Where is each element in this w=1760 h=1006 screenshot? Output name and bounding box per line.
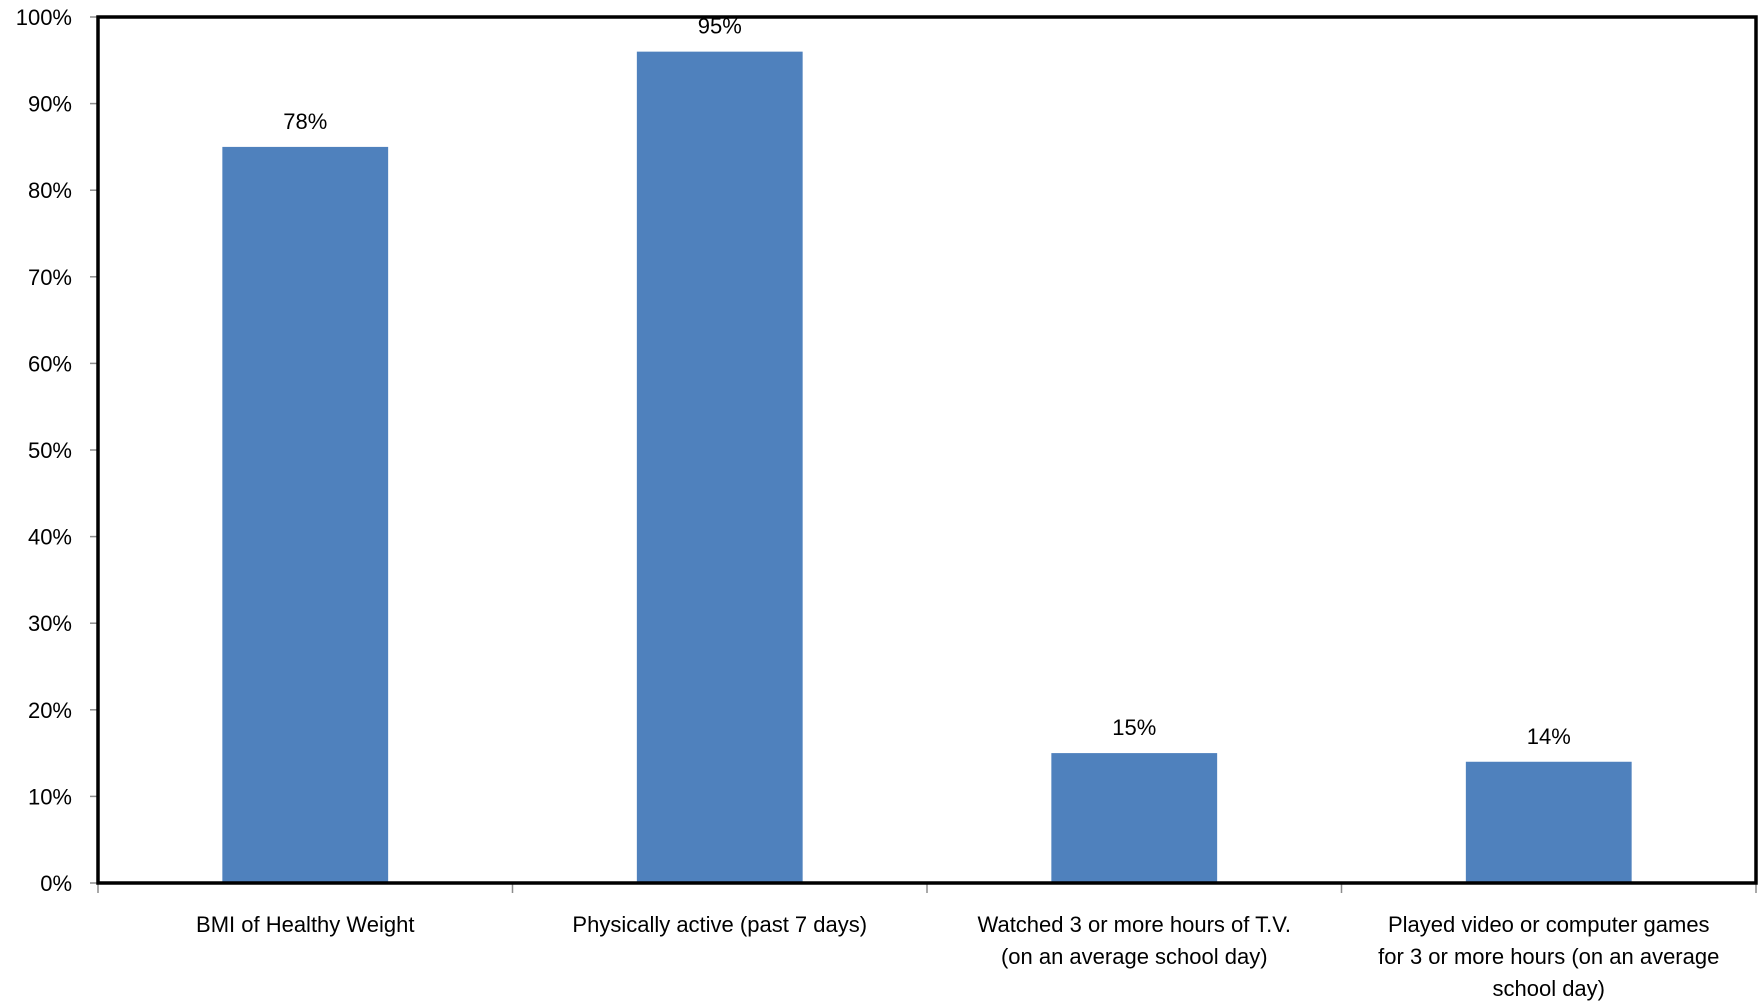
bars (222, 51, 1632, 883)
bar-value-label: 78% (283, 109, 327, 134)
x-category-label-line: school day) (1492, 976, 1605, 1001)
bar (636, 51, 803, 883)
x-category-label-line: BMI of Healthy Weight (196, 912, 414, 937)
x-category-label: BMI of Healthy Weight (196, 912, 414, 937)
y-tick-label: 20% (28, 698, 72, 723)
plot-frame (96, 15, 1758, 885)
bar (222, 146, 389, 883)
bar-value-label: 15% (1112, 715, 1156, 740)
y-tick-label: 90% (28, 92, 72, 117)
bar (1051, 753, 1218, 883)
x-category-label-line: Watched 3 or more hours of T.V. (978, 912, 1291, 937)
y-tick-label: 10% (28, 784, 72, 809)
x-axis: BMI of Healthy Weight Physically active (… (97, 883, 1757, 1001)
y-tick-label: 100% (16, 5, 72, 30)
y-tick-label: 40% (28, 525, 72, 550)
x-category-label-line: Physically active (past 7 days) (572, 912, 867, 937)
x-category-label: Physically active (past 7 days) (572, 912, 867, 937)
bar-value-label: 14% (1527, 724, 1571, 749)
x-category-label: Played video or computer games for 3 or m… (1378, 912, 1719, 1001)
x-category-label: Watched 3 or more hours of T.V. (on an av… (978, 912, 1291, 969)
y-tick-label: 60% (28, 351, 72, 376)
x-category-label-line: (on an average school day) (1001, 944, 1268, 969)
y-tick-label: 0% (40, 871, 72, 896)
y-axis: 0% 10% 20% 30% 40% 50% 60% 70% 80% 90% 100% (16, 5, 98, 896)
y-tick-label: 70% (28, 265, 72, 290)
bar (1465, 761, 1632, 883)
data-labels: 78%95%15% 14% (283, 14, 1571, 749)
y-tick-label: 80% (28, 178, 72, 203)
y-tick-label: 50% (28, 438, 72, 463)
x-category-label-line: for 3 or more hours (on an average (1378, 944, 1719, 969)
x-category-label-line: Played video or computer games (1388, 912, 1710, 937)
y-tick-label: 30% (28, 611, 72, 636)
